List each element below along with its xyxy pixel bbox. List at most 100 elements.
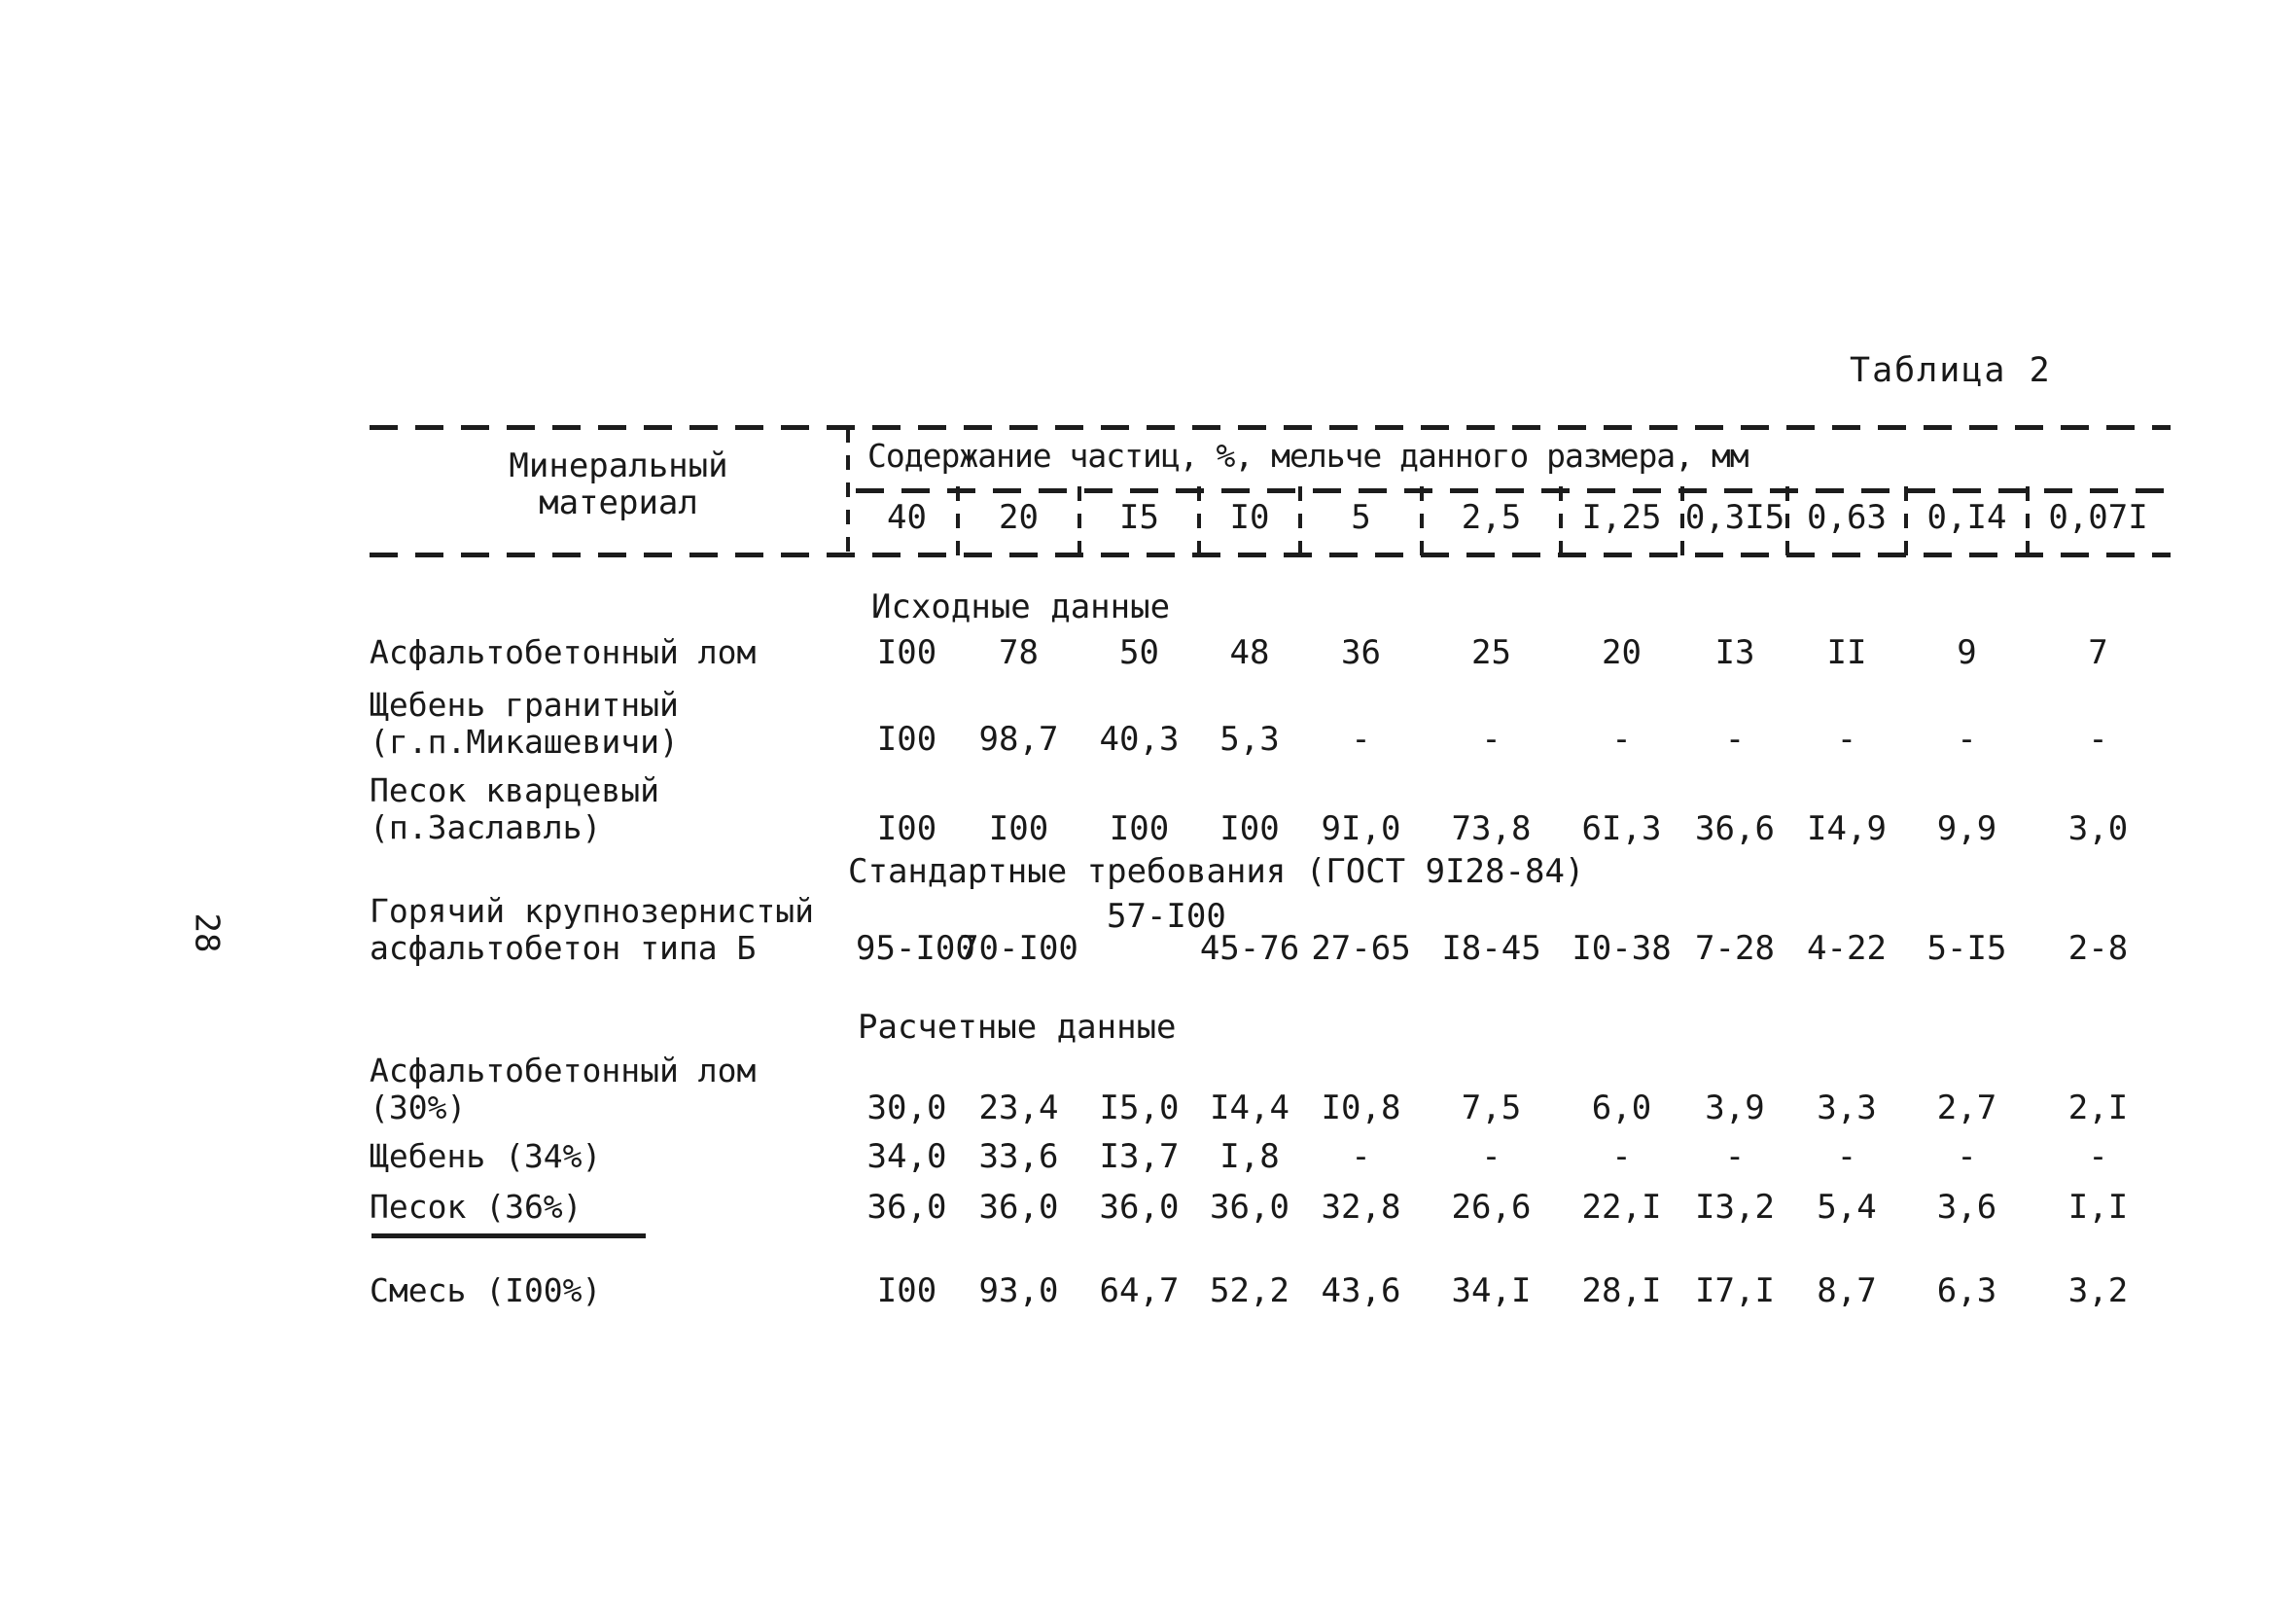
value-cell: 2,7 <box>1936 1089 1997 1127</box>
value-cell: - <box>1351 720 1371 759</box>
value-cell: 9 <box>1957 633 1977 672</box>
size-column-label: 0,I4 <box>1926 498 2007 537</box>
material-column-separator <box>846 428 850 556</box>
value-cell: I5,0 <box>1099 1089 1180 1127</box>
value-cell: 95-I00 <box>856 929 975 968</box>
size-column-label: 0,3I5 <box>1684 498 1785 537</box>
value-cell: 50 <box>1119 633 1159 672</box>
row-values: I00 78 50 48 36 25 20 I3 II 9 7 <box>856 634 2169 671</box>
value-cell: 48 <box>1229 633 1270 672</box>
row-label: Асфальтобетонный лом <box>370 634 756 671</box>
value-cell: - <box>2088 720 2108 759</box>
value-cell: 40,3 <box>1099 720 1180 759</box>
value-cell: 93,0 <box>978 1271 1059 1310</box>
value-cell: I00 <box>876 720 937 759</box>
value-cell: I00 <box>1109 809 1170 848</box>
header-subrow-border <box>856 488 2171 493</box>
row-label-line: асфальтобетон типа Б <box>370 929 757 967</box>
size-column-label: 0,07I <box>2048 498 2148 537</box>
value-cell: 73,8 <box>1451 809 1532 848</box>
row-label: Щебень (34%) <box>370 1138 601 1175</box>
value-cell: I0,8 <box>1321 1089 1401 1127</box>
value-cell: 98,7 <box>978 720 1059 759</box>
subcolumn-separator <box>1559 486 1563 556</box>
value-cell: 45-76 <box>1199 929 1300 968</box>
subcolumn-separator <box>1197 486 1201 556</box>
value-cell: 3,6 <box>1936 1188 1997 1227</box>
size-column-label: I5 <box>1119 498 1159 537</box>
row-label-line: Асфальтобетонный лом <box>370 1052 757 1089</box>
value-cell: I3,2 <box>1695 1188 1775 1227</box>
row-label-line: Песок (36%) <box>370 1188 583 1226</box>
row-label-line: Щебень гранитный <box>370 686 679 724</box>
material-header-line2: материал <box>539 483 698 522</box>
value-cell: 3,3 <box>1817 1089 1877 1127</box>
subcolumn-separator <box>1904 486 1908 556</box>
value-cell: - <box>1724 720 1746 759</box>
value-cell: 28,I <box>1581 1271 1662 1310</box>
subcolumn-separator <box>1077 486 1081 556</box>
material-header-line1: Минеральный <box>509 446 728 485</box>
row-values: I00 93,0 64,7 52,2 43,6 34,I 28,I I7,I 8,7 6,3 3,2 <box>856 1272 2169 1309</box>
value-cell: 3,9 <box>1705 1089 1765 1127</box>
size-column-label: 40 <box>887 498 927 537</box>
value-cell: I,I <box>2067 1188 2129 1227</box>
value-cell: 9I,0 <box>1321 809 1401 848</box>
value-cell: - <box>1481 720 1501 759</box>
row-label-line: (п.Заславль) <box>370 808 602 846</box>
value-cell: I4,4 <box>1210 1089 1289 1127</box>
value-cell: 2-8 <box>2067 929 2129 968</box>
value-cell: I3,7 <box>1099 1137 1180 1176</box>
value-cell: 36,6 <box>1695 809 1775 848</box>
value-cell: - <box>1611 1137 1632 1176</box>
row-label-line: (30%) <box>370 1089 467 1126</box>
value-cell: - <box>1957 720 1977 759</box>
row-label: Песок кварцевый (п.Заславль) <box>370 772 659 846</box>
value-cell: 6I,3 <box>1581 809 1662 848</box>
value-cell: 8,7 <box>1817 1271 1877 1310</box>
section-heading: Исходные данные <box>871 588 1171 626</box>
subcolumn-separator <box>956 486 960 556</box>
size-column-label: 2,5 <box>1461 498 1522 537</box>
subcolumn-separator <box>1420 486 1424 556</box>
value-cell: 36 <box>1341 633 1381 672</box>
section-heading: Стандартные требования (ГОСТ 9I28-84) <box>848 852 1585 891</box>
size-column-label: 20 <box>999 498 1039 537</box>
row-values: 95-I00 70-I00 45-76 27-65 I8-45 I0-38 7-28 4-22… <box>856 930 2169 967</box>
value-cell: 3,0 <box>2067 809 2129 848</box>
page-number: 28 <box>187 912 227 953</box>
value-cell: I00 <box>988 809 1049 848</box>
content-column-header: Содержание частиц, %, мельче данного раз… <box>867 437 1749 475</box>
subcolumn-separator <box>1785 486 1789 556</box>
value-cell: 26,6 <box>1451 1188 1532 1227</box>
row-label-line: (г.п.Микашевичи) <box>370 723 679 761</box>
value-cell: 25 <box>1471 633 1511 672</box>
value-cell: 36,0 <box>1099 1188 1180 1227</box>
table-caption: Таблица 2 <box>1850 351 2052 390</box>
value-cell: 78 <box>999 633 1039 672</box>
section-heading: Расчетные данные <box>858 1008 1177 1047</box>
row-label: Песок (36%) <box>370 1189 583 1226</box>
value-cell: 34,I <box>1451 1271 1532 1310</box>
value-cell: - <box>1957 1137 1977 1176</box>
value-cell: 52,2 <box>1210 1271 1289 1310</box>
value-cell: 30,0 <box>866 1089 947 1127</box>
value-cell: - <box>1836 720 1857 759</box>
row-values: 34,0 33,6 I3,7 I,8 - - - - - - - <box>856 1138 2169 1175</box>
value-cell: - <box>1351 1137 1371 1176</box>
value-cell: 7-28 <box>1695 929 1775 968</box>
sum-divider-line <box>371 1233 646 1238</box>
table-header-bottom-border <box>370 553 2171 557</box>
value-cell: 3,2 <box>2067 1271 2129 1310</box>
value-cell: I7,I <box>1695 1271 1775 1310</box>
value-cell: I00 <box>876 1271 937 1310</box>
size-columns-row: 40 20 I5 I0 5 2,5 I,25 0,3I5 0,63 0,I4 0,07I <box>856 498 2169 537</box>
value-cell: I3 <box>1714 633 1755 672</box>
subcolumn-separator <box>1298 486 1302 556</box>
value-cell: 5,4 <box>1817 1188 1877 1227</box>
value-cell: 22,I <box>1581 1188 1662 1227</box>
subcolumn-separator <box>2026 486 2030 556</box>
value-cell: 43,6 <box>1321 1271 1401 1310</box>
row-values: 36,0 36,0 36,0 36,0 32,8 26,6 22,I I3,2 5,4 3,6 I,… <box>856 1189 2169 1226</box>
